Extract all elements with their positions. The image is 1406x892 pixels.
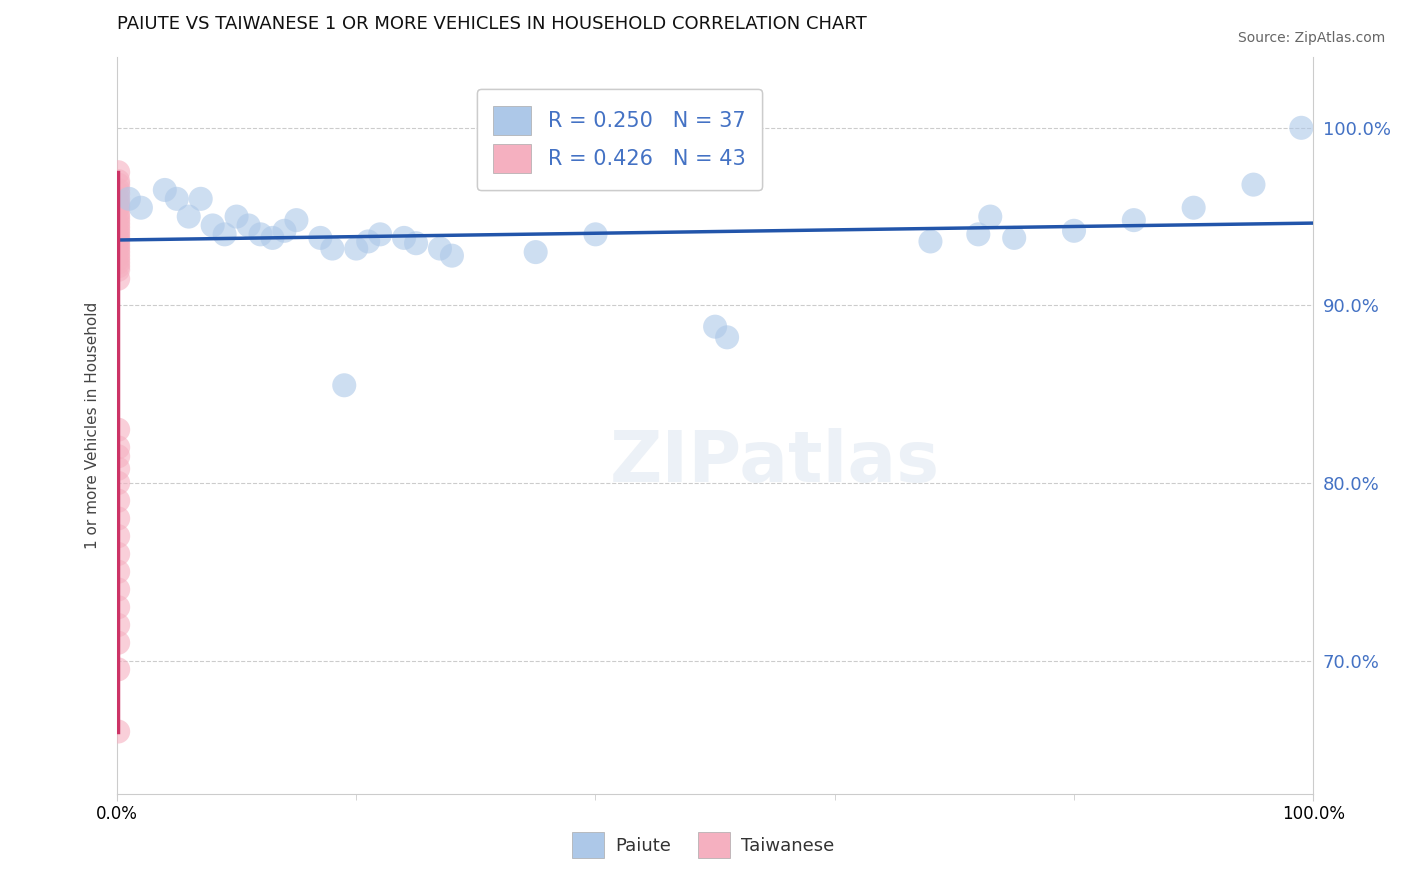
Point bbox=[107, 511, 129, 525]
Point bbox=[262, 231, 284, 245]
Point bbox=[107, 201, 129, 215]
Point bbox=[107, 724, 129, 739]
Point bbox=[107, 245, 129, 260]
Point bbox=[107, 199, 129, 213]
Point bbox=[118, 192, 141, 206]
Point bbox=[107, 217, 129, 231]
Point bbox=[716, 330, 738, 344]
Point bbox=[107, 235, 129, 249]
Point bbox=[392, 231, 415, 245]
Point bbox=[440, 249, 463, 263]
Point bbox=[107, 206, 129, 220]
Point bbox=[107, 220, 129, 235]
Point bbox=[107, 582, 129, 597]
Point bbox=[107, 493, 129, 508]
Point bbox=[1122, 213, 1144, 227]
Point bbox=[107, 263, 129, 277]
Point bbox=[273, 224, 295, 238]
Point bbox=[107, 186, 129, 201]
Point bbox=[309, 231, 332, 245]
Legend: Paiute, Taiwanese: Paiute, Taiwanese bbox=[564, 825, 842, 865]
Point bbox=[153, 183, 176, 197]
Point bbox=[405, 236, 427, 251]
Point bbox=[368, 227, 391, 242]
Point bbox=[107, 192, 129, 206]
Point bbox=[979, 210, 1001, 224]
Point bbox=[1291, 120, 1313, 135]
Point bbox=[107, 529, 129, 543]
Point bbox=[524, 245, 547, 260]
Point bbox=[285, 213, 308, 227]
Point bbox=[1182, 201, 1205, 215]
Point bbox=[107, 450, 129, 464]
Point bbox=[585, 227, 607, 242]
Point bbox=[107, 231, 129, 245]
Point bbox=[107, 195, 129, 210]
Point bbox=[238, 219, 260, 233]
Point bbox=[107, 618, 129, 632]
Point bbox=[107, 636, 129, 650]
Point bbox=[1243, 178, 1265, 192]
Point bbox=[1063, 224, 1085, 238]
Legend: R = 0.250   N = 37, R = 0.426   N = 43: R = 0.250 N = 37, R = 0.426 N = 43 bbox=[477, 89, 762, 190]
Point bbox=[357, 235, 380, 249]
Point bbox=[107, 183, 129, 197]
Point bbox=[107, 565, 129, 579]
Point bbox=[107, 252, 129, 267]
Point bbox=[107, 238, 129, 252]
Text: PAIUTE VS TAIWANESE 1 OR MORE VEHICLES IN HOUSEHOLD CORRELATION CHART: PAIUTE VS TAIWANESE 1 OR MORE VEHICLES I… bbox=[117, 15, 866, 33]
Point bbox=[107, 256, 129, 270]
Point bbox=[107, 210, 129, 224]
Y-axis label: 1 or more Vehicles in Household: 1 or more Vehicles in Household bbox=[86, 301, 100, 549]
Point bbox=[249, 227, 271, 242]
Point bbox=[107, 213, 129, 227]
Point bbox=[166, 192, 188, 206]
Point bbox=[920, 235, 942, 249]
Point bbox=[107, 461, 129, 475]
Point bbox=[107, 242, 129, 256]
Point bbox=[107, 271, 129, 285]
Point bbox=[107, 224, 129, 238]
Point bbox=[129, 201, 152, 215]
Point bbox=[1002, 231, 1025, 245]
Text: ZIPatlas: ZIPatlas bbox=[610, 427, 941, 497]
Text: Source: ZipAtlas.com: Source: ZipAtlas.com bbox=[1237, 31, 1385, 45]
Point bbox=[704, 319, 727, 334]
Point bbox=[107, 441, 129, 455]
Point bbox=[107, 547, 129, 561]
Point bbox=[214, 227, 236, 242]
Point bbox=[225, 210, 247, 224]
Point bbox=[107, 249, 129, 263]
Point bbox=[107, 174, 129, 188]
Point bbox=[429, 242, 451, 256]
Point bbox=[344, 242, 367, 256]
Point bbox=[107, 178, 129, 192]
Point bbox=[967, 227, 990, 242]
Point bbox=[201, 219, 224, 233]
Point bbox=[107, 260, 129, 274]
Point bbox=[321, 242, 343, 256]
Point bbox=[107, 600, 129, 615]
Point bbox=[107, 165, 129, 179]
Point bbox=[107, 662, 129, 676]
Point bbox=[190, 192, 212, 206]
Point bbox=[107, 475, 129, 490]
Point bbox=[333, 378, 356, 392]
Point bbox=[107, 227, 129, 242]
Point bbox=[107, 423, 129, 437]
Point bbox=[177, 210, 200, 224]
